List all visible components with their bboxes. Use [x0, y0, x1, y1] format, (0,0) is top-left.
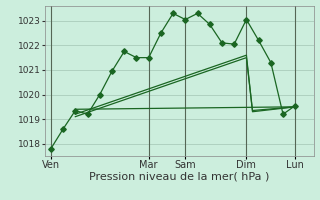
X-axis label: Pression niveau de la mer( hPa ): Pression niveau de la mer( hPa ): [89, 172, 269, 182]
